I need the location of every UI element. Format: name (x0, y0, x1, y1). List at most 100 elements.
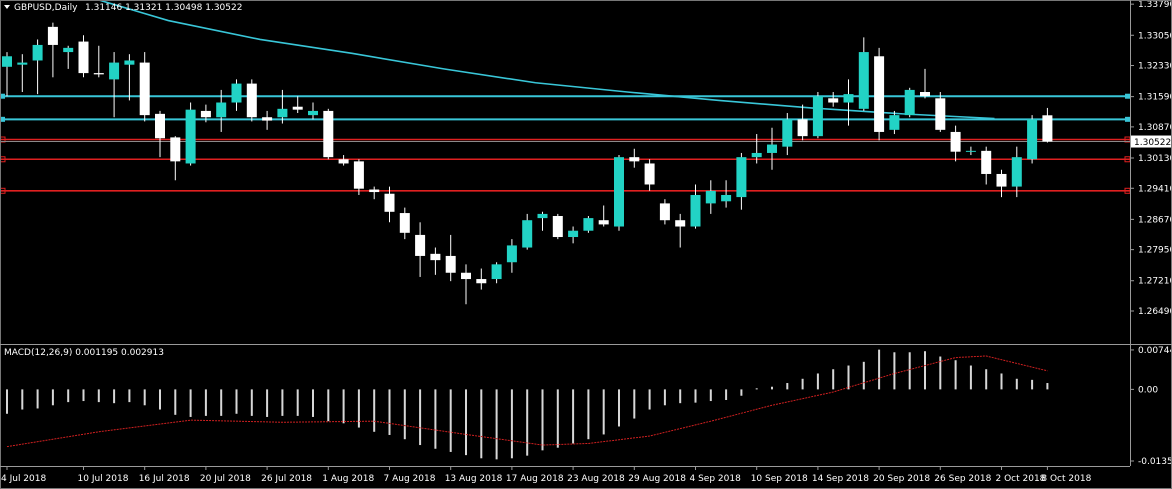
macd-histogram-bar (327, 389, 330, 422)
candle-bear (476, 279, 487, 284)
macd-histogram-bar (1015, 378, 1018, 390)
candle-bull (32, 44, 43, 61)
macd-histogram-bar (235, 389, 238, 414)
candle-bear (920, 92, 930, 97)
macd-histogram-bar (495, 389, 498, 460)
candle-bear (996, 173, 1007, 187)
candle-bull (109, 62, 120, 80)
candle-bear (950, 131, 961, 152)
candle-bear (78, 41, 89, 74)
candle-bull (1011, 157, 1022, 187)
candle-bull (568, 230, 579, 238)
price-tick-label: 1.26490 (1138, 307, 1172, 317)
macd-histogram-bar (97, 389, 100, 403)
collapse-triangle-icon[interactable] (4, 5, 10, 9)
price-panel: 1.33790 1.33050 1.32330 1.31590 1.30870 1.301… (0, 0, 1172, 317)
date-tick-label: 20 Sep 2018 (873, 474, 930, 484)
macd-histogram-bar (312, 389, 314, 417)
date-tick-label: 4 Sep 2018 (690, 474, 742, 484)
macd-histogram-bar (342, 389, 345, 424)
macd-histogram-bar (220, 389, 223, 416)
macd-histogram-bar (786, 383, 789, 390)
candle-bull (904, 89, 915, 116)
date-tick-label: 14 Sep 2018 (812, 474, 869, 484)
candle-bear (981, 150, 992, 174)
macd-histogram-bar (572, 389, 575, 444)
candle-bear (935, 98, 946, 130)
candle-bear (246, 83, 257, 118)
candle-bull (858, 52, 869, 109)
macd-histogram-bar (159, 389, 161, 410)
macd-histogram-bar (281, 389, 284, 416)
candle-bear (384, 193, 395, 212)
macd-histogram-bar (969, 365, 972, 390)
macd-histogram-bar (296, 389, 299, 416)
candle-bull (721, 194, 732, 202)
candle-bull (889, 115, 900, 130)
candle-bear (353, 161, 364, 189)
macd-histogram-bar (893, 352, 896, 390)
macd-histogram-bar (832, 369, 835, 390)
macd-histogram-bar (541, 389, 544, 451)
macd-histogram-bar (633, 389, 636, 419)
candle-bear (644, 163, 655, 185)
date-tick-label: 2 Oct 2018 (996, 474, 1046, 484)
candle-bull (17, 62, 28, 65)
date-tick-label: 20 Jul 2018 (200, 474, 251, 484)
level-handle[interactable] (1125, 116, 1130, 122)
macd-histogram-bar (21, 389, 24, 410)
candle-bull (690, 194, 701, 227)
date-tick-label: 17 Aug 2018 (506, 474, 564, 484)
macd-histogram-bar (755, 388, 758, 390)
candle-bull (308, 110, 318, 116)
macd-histogram-bar (694, 389, 697, 403)
candle-bear (170, 137, 181, 162)
macd-histogram-bar (465, 389, 467, 456)
macd-signal-line (6, 355, 1048, 448)
date-tick-label: 7 Aug 2018 (384, 474, 436, 484)
macd-histogram-bar (113, 389, 116, 404)
date-tick-label: 8 Oct 2018 (1041, 474, 1091, 484)
macd-histogram-bar (143, 389, 146, 406)
candle-bull (736, 157, 747, 198)
candle-bull (491, 264, 502, 280)
candle-bear (445, 255, 456, 273)
date-tick-label: 26 Jul 2018 (261, 474, 312, 484)
candle-bull (63, 47, 74, 53)
level-handle[interactable] (0, 116, 5, 122)
candle-bull (1027, 119, 1038, 160)
candle-bear (598, 220, 609, 225)
candle-bull (843, 94, 854, 103)
macd-histogram-bar (740, 389, 743, 396)
level-handle[interactable] (0, 156, 6, 163)
macd-histogram-bar (587, 389, 590, 440)
candle-bull (812, 96, 823, 137)
price-tick-label: 1.30870 (1138, 123, 1172, 133)
level-handle[interactable] (0, 187, 6, 194)
candle-bull (231, 83, 242, 103)
candle-bull (124, 60, 135, 65)
chart-header: GBPUSD,Daily 1.31146 1.31321 1.30498 1.3… (4, 3, 242, 13)
level-handle[interactable] (0, 93, 5, 99)
macd-histogram-bar (419, 389, 422, 446)
macd-histogram-bar (510, 389, 513, 459)
macd-histogram-bar (1046, 383, 1049, 390)
candle-bull (506, 245, 517, 263)
candle-bear (675, 220, 686, 227)
price-tick-label: 1.28670 (1138, 215, 1172, 225)
candle-bull (537, 213, 548, 219)
candle-bull (614, 157, 624, 227)
date-tick-label: 4 Jul 2018 (1, 474, 46, 484)
candle-bear (874, 56, 885, 132)
macd-histogram-bar (403, 389, 406, 440)
candle-bear (139, 62, 150, 116)
candle-bear (415, 234, 426, 256)
macd-histogram-bar (618, 389, 620, 427)
level-handle[interactable] (1125, 93, 1130, 99)
candle-bull (2, 56, 12, 67)
date-axis: 4 Jul 2018 10 Jul 2018 16 Jul 2018 20 Jul 2… (1, 466, 1092, 484)
candle-bear (552, 216, 563, 238)
